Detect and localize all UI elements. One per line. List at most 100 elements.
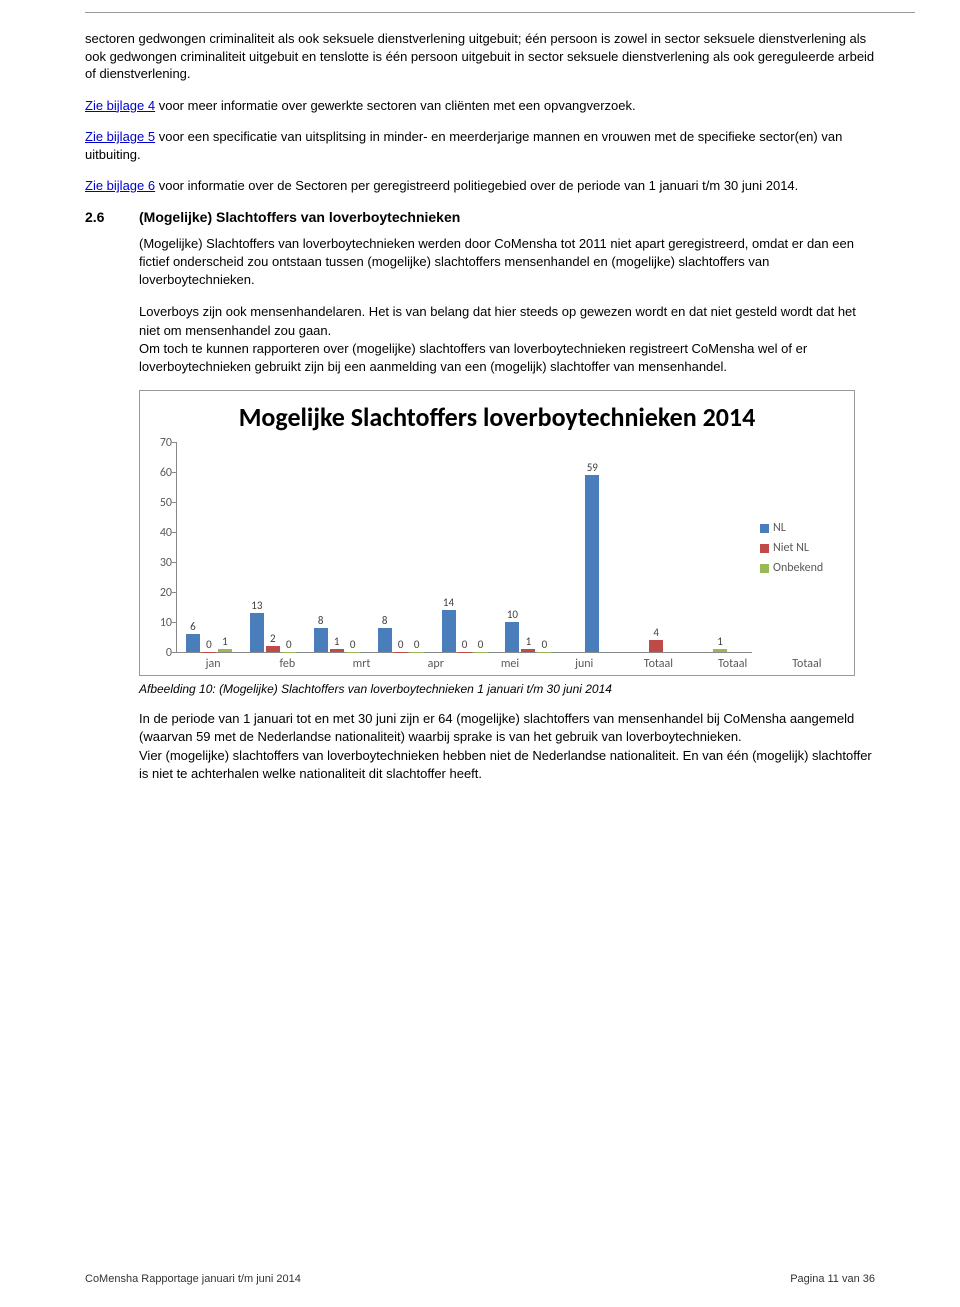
bar: 59 [585,475,599,652]
bar-group: 601 [177,443,241,652]
bar-value-label: 59 [587,461,598,474]
bar-group: 1400 [433,443,497,652]
section-body: (Mogelijke) Slachtoffers van loverboytec… [139,235,875,376]
x-tick-label: feb [250,653,324,671]
bar: 0 [474,652,488,653]
x-tick-label: Totaal [770,653,844,671]
bar: 1 [713,649,727,652]
bar: 10 [505,622,519,652]
link-bijlage-6[interactable]: Zie bijlage 6 [85,178,155,193]
bar-value-label: 0 [462,638,468,651]
x-tick-label: mei [473,653,547,671]
bar-group: 1320 [241,443,305,652]
bar-group: 59 [560,443,624,652]
paragraph: Zie bijlage 5 voor een specificatie van … [85,128,875,163]
bar-group: 800 [369,443,433,652]
bar-value-label: 14 [443,596,454,609]
x-tick-label: juni [547,653,621,671]
top-rule [85,12,915,13]
link-bijlage-4[interactable]: Zie bijlage 4 [85,98,155,113]
paragraph: In de periode van 1 januari tot en met 3… [139,710,875,783]
bar: 1 [330,649,344,652]
bar: 14 [442,610,456,652]
bar-group: 810 [305,443,369,652]
x-tick-label: mrt [324,653,398,671]
legend-label: Niet NL [773,541,809,555]
legend-label: Onbekend [773,561,823,575]
bar-value-label: 6 [190,620,196,633]
bar-value-label: 1 [717,635,723,648]
x-axis: janfebmrtaprmeijuniTotaalTotaalTotaal [176,653,844,671]
bar-value-label: 4 [653,626,659,639]
plot-area: 6011320810800140010105941 [176,443,752,653]
chart-legend: NL Niet NL Onbekend [752,443,844,653]
paragraph: Zie bijlage 4 voor meer informatie over … [85,97,875,115]
bar-value-label: 0 [286,638,292,651]
bar: 8 [378,628,392,652]
page-footer: CoMensha Rapportage januari t/m juni 201… [85,1273,875,1285]
paragraph: (Mogelijke) Slachtoffers van loverboytec… [139,235,875,290]
paragraph: Zie bijlage 6 voor informatie over de Se… [85,177,875,195]
bar-value-label: 2 [270,632,276,645]
text: voor informatie over de Sectoren per ger… [155,178,798,193]
paragraph: Loverboys zijn ook mensenhandelaren. Het… [139,303,875,376]
footer-right: Pagina 11 van 36 [790,1273,875,1285]
bar: 0 [282,652,296,653]
x-tick-label: Totaal [621,653,695,671]
bar: 1 [218,649,232,652]
bar-value-label: 0 [350,638,356,651]
bar-value-label: 1 [526,635,532,648]
bar: 8 [314,628,328,652]
bar-value-label: 8 [382,614,388,627]
bar-value-label: 0 [398,638,404,651]
y-tick-label: 60 [150,466,172,480]
bar: 1 [521,649,535,652]
closing-block: In de periode van 1 januari tot en met 3… [139,710,875,783]
x-tick-label: jan [176,653,250,671]
bar: 0 [346,652,360,653]
y-tick-label: 70 [150,436,172,450]
bar: 4 [649,640,663,652]
chart-loverboy: Mogelijke Slachtoffers loverboytechnieke… [139,390,855,676]
bar-value-label: 0 [206,638,212,651]
link-bijlage-5[interactable]: Zie bijlage 5 [85,129,155,144]
bar-group: 4 [624,443,688,652]
text: voor meer informatie over gewerkte secto… [155,98,636,113]
y-tick-label: 20 [150,586,172,600]
bar: 13 [250,613,264,652]
bar: 0 [537,652,551,653]
legend-label: NL [773,521,786,535]
legend-item: Onbekend [760,561,844,575]
bar-group: 1010 [496,443,560,652]
legend-swatch [760,544,769,553]
bar-value-label: 0 [478,638,484,651]
legend-item: Niet NL [760,541,844,555]
bar-value-label: 1 [222,635,228,648]
x-tick-label: Totaal [696,653,770,671]
footer-left: CoMensha Rapportage januari t/m juni 201… [85,1273,301,1285]
bar: 0 [410,652,424,653]
y-tick-label: 0 [150,646,172,660]
bar-value-label: 10 [507,608,518,621]
y-tick-label: 50 [150,496,172,510]
bar: 6 [186,634,200,652]
legend-swatch [760,564,769,573]
bar-value-label: 1 [334,635,340,648]
section-title: (Mogelijke) Slachtoffers van loverboytec… [139,209,460,225]
section-number: 2.6 [85,209,139,225]
legend-item: NL [760,521,844,535]
legend-swatch [760,524,769,533]
y-tick-label: 10 [150,616,172,630]
intro-block: sectoren gedwongen criminaliteit als ook… [85,30,875,195]
bar-group: 1 [688,443,752,652]
section-heading: 2.6 (Mogelijke) Slachtoffers van loverbo… [85,209,875,225]
chart-title: Mogelijke Slachtoffers loverboytechnieke… [150,401,844,433]
page-content: { "para1": "sectoren gedwongen criminali… [0,0,960,857]
text: voor een specificatie van uitsplitsing i… [85,129,842,162]
y-tick-label: 40 [150,526,172,540]
bar-value-label: 8 [318,614,324,627]
bar: 0 [458,652,472,653]
bar: 0 [202,652,216,653]
chart-caption: Afbeelding 10: (Mogelijke) Slachtoffers … [139,682,875,696]
bar-value-label: 0 [542,638,548,651]
